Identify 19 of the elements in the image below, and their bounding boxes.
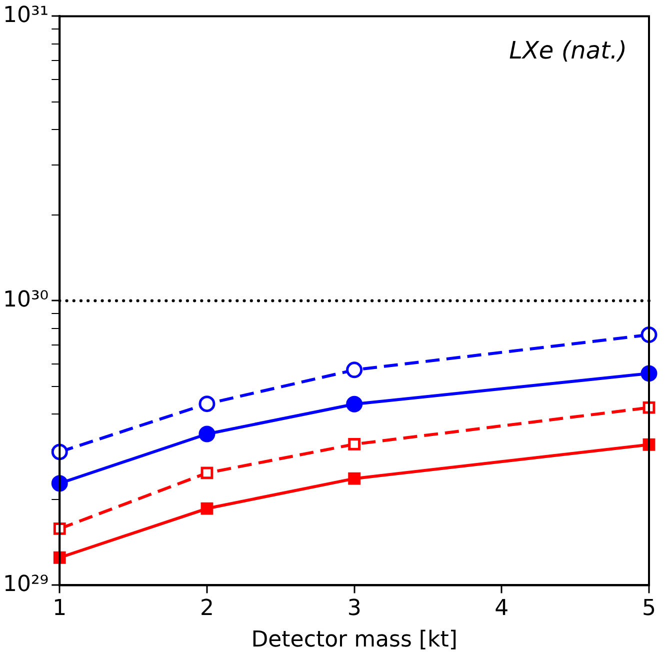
x-tick-label: 4 bbox=[494, 596, 509, 622]
y-tick-label: 10²⁹ bbox=[2, 572, 49, 597]
y-tick-label: 10³¹ bbox=[2, 2, 49, 28]
annotation: LXe (nat.) bbox=[509, 36, 627, 64]
x-axis-title: Detector mass [kt] bbox=[251, 628, 458, 653]
point bbox=[198, 426, 216, 442]
point bbox=[200, 502, 214, 515]
point bbox=[200, 466, 214, 480]
x-tick-label: 1 bbox=[52, 596, 67, 622]
point bbox=[346, 396, 363, 412]
x-tick-label: 3 bbox=[347, 596, 362, 622]
point bbox=[346, 362, 363, 378]
x-tick-label: 5 bbox=[642, 596, 656, 622]
point bbox=[51, 444, 68, 460]
x-tick-label: 2 bbox=[200, 596, 214, 622]
point bbox=[348, 438, 361, 450]
point bbox=[198, 396, 216, 412]
y-tick-label: 10³⁰ bbox=[2, 287, 49, 312]
point bbox=[348, 472, 361, 485]
